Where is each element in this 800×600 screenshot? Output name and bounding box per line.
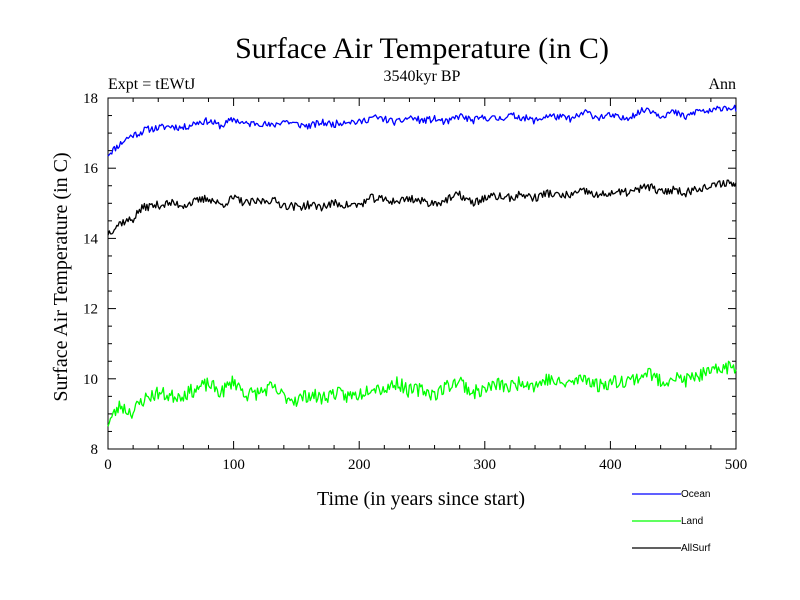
plot-frame — [107, 97, 737, 450]
legend-label-ocean: Ocean — [681, 489, 710, 500]
y-axis-label: Surface Air Temperature (in C) — [50, 152, 72, 401]
x-axis-label: Time (in years since start) — [317, 488, 525, 510]
x-tick-label: 0 — [104, 457, 112, 473]
legend: Ocean Land AllSurf — [632, 489, 711, 554]
y-tick-label: 14 — [83, 231, 99, 247]
y-tick-label: 16 — [83, 161, 99, 177]
chart-title: Surface Air Temperature (in C) — [235, 32, 609, 65]
x-tick-label: 100 — [222, 457, 245, 473]
y-tick-label: 10 — [83, 372, 98, 388]
plot-area: 0 100 200 300 400 500 8 10 12 14 16 18 — [83, 91, 747, 473]
experiment-label: Expt = tEWtJ — [108, 76, 195, 93]
x-tick-label: 500 — [725, 457, 748, 473]
x-tick-label: 300 — [474, 457, 497, 473]
y-tick-label: 18 — [83, 91, 98, 107]
legend-label-land: Land — [681, 516, 703, 527]
series-line-land — [107, 360, 737, 427]
x-tick-label: 200 — [348, 457, 371, 473]
y-tick-label: 8 — [91, 442, 99, 458]
legend-label-allsurf: AllSurf — [681, 543, 711, 554]
season-label: Ann — [708, 76, 736, 93]
x-tick-label: 400 — [599, 457, 622, 473]
series-line-allsurf — [107, 179, 737, 236]
y-tick-label: 12 — [83, 302, 98, 318]
series-line-ocean — [107, 104, 737, 157]
period-label: 3540kyr BP — [384, 68, 461, 85]
